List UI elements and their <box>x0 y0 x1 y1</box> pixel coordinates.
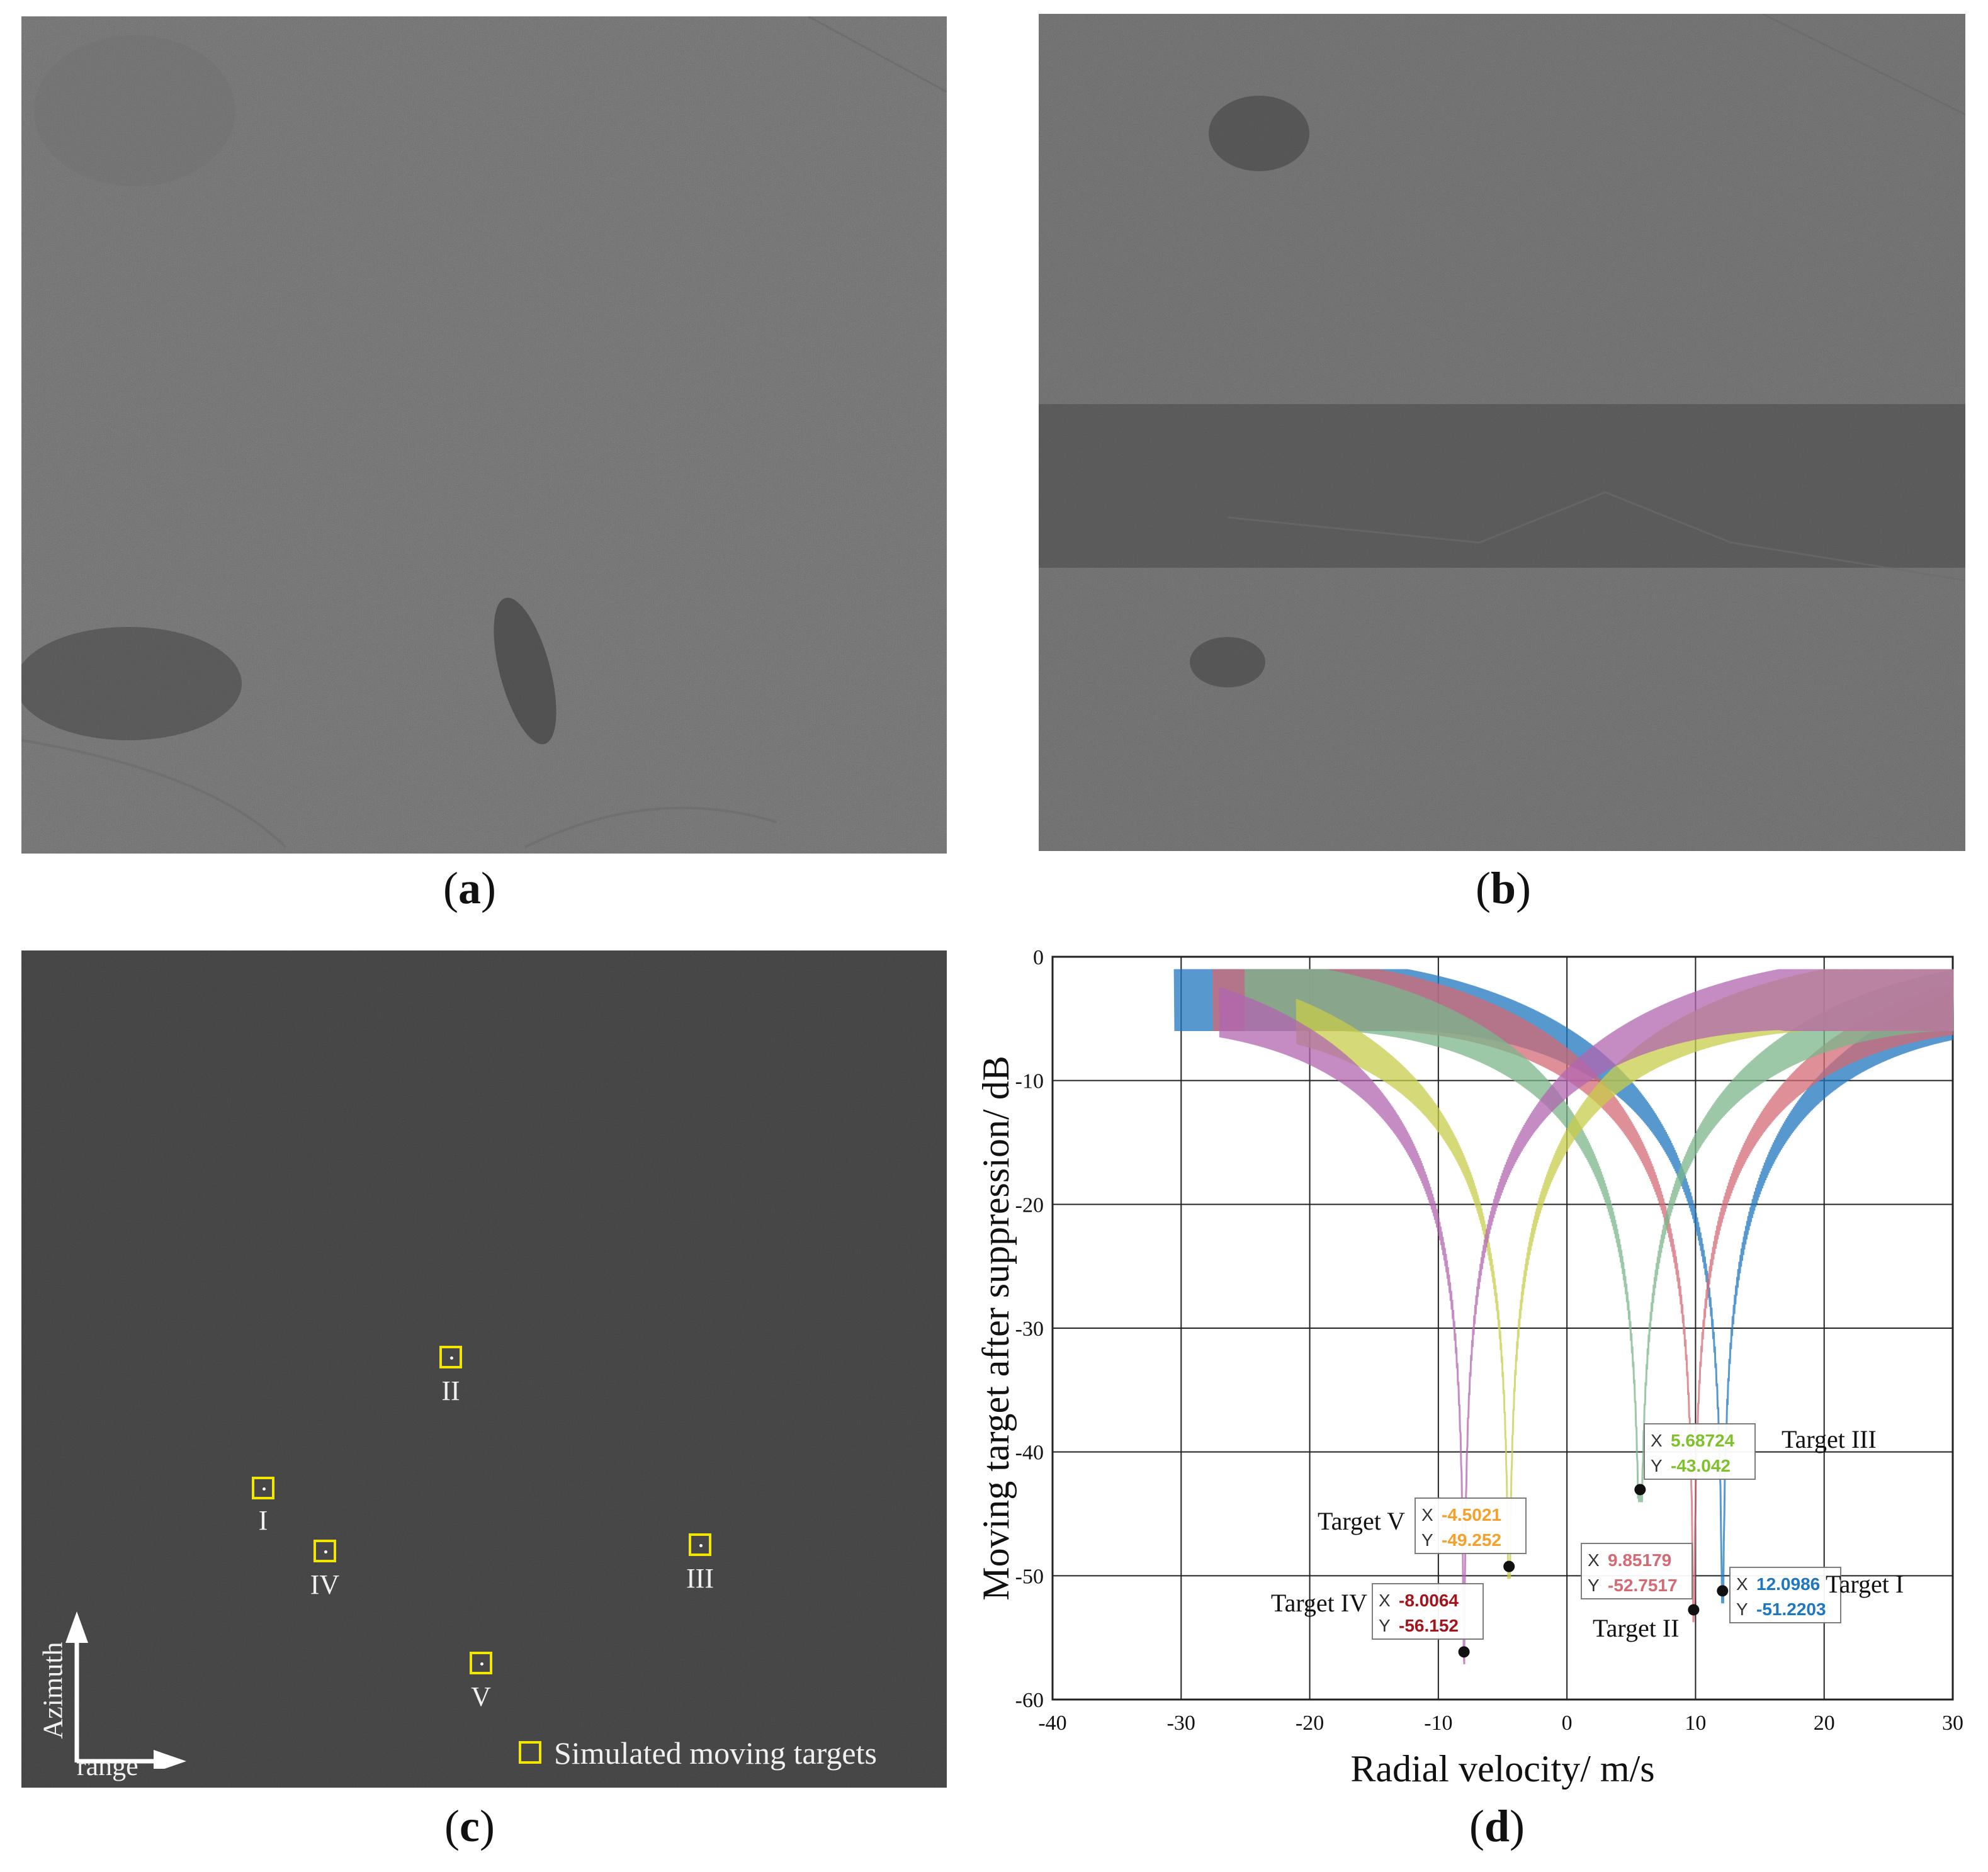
datatip-y-value: -51.2203 <box>1756 1599 1826 1619</box>
target-label-ii: II <box>441 1375 460 1406</box>
range-label: range <box>77 1751 138 1781</box>
x-tick-label: 20 <box>1814 1711 1835 1735</box>
y-tick-label: -30 <box>1015 1317 1044 1341</box>
y-tick-label: -40 <box>1015 1441 1044 1465</box>
target-label-i: I <box>258 1505 268 1536</box>
datatip-x-label: X <box>1379 1591 1391 1610</box>
x-tick-label: -40 <box>1038 1711 1066 1735</box>
x-tick-label: -20 <box>1296 1711 1324 1735</box>
caption-c: (c) <box>444 1801 495 1851</box>
datatip-marker <box>1503 1560 1515 1572</box>
datatip-y-label: Y <box>1421 1530 1433 1550</box>
datatip-target-name: Target V <box>1318 1507 1405 1535</box>
target-label-iv: IV <box>310 1569 340 1600</box>
datatip-target-name: Target II <box>1593 1614 1680 1642</box>
datatip-x-label: X <box>1651 1431 1663 1450</box>
x-tick-label: 10 <box>1685 1711 1706 1735</box>
datatip-x-value: 5.68724 <box>1671 1431 1735 1450</box>
datatip-y-value: -49.252 <box>1442 1530 1501 1550</box>
sar-image-c: II I IV III V Azimuth range Simulated mo… <box>21 950 947 1788</box>
datatip-x-value: 12.0986 <box>1756 1574 1820 1594</box>
azimuth-label: Azimuth <box>37 1642 69 1739</box>
datatip-marker <box>1634 1484 1646 1496</box>
datatip-target-name: Target III <box>1782 1425 1877 1453</box>
datatip-marker <box>1717 1585 1729 1597</box>
datatip-marker <box>1458 1646 1470 1658</box>
target-marker-iii <box>689 1533 711 1556</box>
sar-image-a <box>21 16 947 854</box>
datatip-x-value: -8.0064 <box>1399 1591 1459 1610</box>
datatip-x-value: 9.85179 <box>1608 1550 1671 1570</box>
y-axis-label: Moving target after suppression/ dB <box>975 1056 1017 1600</box>
x-tick-label: 0 <box>1562 1711 1573 1735</box>
caption-b: (b) <box>1475 863 1531 913</box>
datatip-box <box>1729 1567 1841 1623</box>
datatip-x-label: X <box>1736 1574 1748 1594</box>
datatip-x-label: X <box>1588 1550 1600 1570</box>
target-marker-v <box>470 1652 492 1674</box>
target-label-iii: III <box>686 1563 714 1594</box>
caption-a: (a) <box>443 863 496 913</box>
x-tick-label: -10 <box>1424 1711 1452 1735</box>
y-tick-label: -60 <box>1015 1689 1044 1712</box>
suppression-chart: -40 -30 -20 -10 0 10 20 30 0 -10 -20 -30 -40 -50 -60 Ra… <box>944 925 1988 1807</box>
datatip-y-value: -56.152 <box>1399 1616 1459 1635</box>
caption-d: (d) <box>1469 1801 1525 1851</box>
azimuth-range-arrows <box>65 1611 186 1769</box>
target-label-v: V <box>471 1681 491 1712</box>
datatip-box <box>1415 1497 1527 1554</box>
y-tick-label: -50 <box>1015 1565 1044 1588</box>
series-line-3 <box>1244 969 1954 1503</box>
series-line-5 <box>1219 969 1954 1665</box>
x-tick-label: 30 <box>1942 1711 1963 1735</box>
target-marker-iv <box>313 1540 336 1562</box>
y-tick-label: -10 <box>1015 1070 1044 1093</box>
datatip-target-name: Target IV <box>1271 1589 1367 1617</box>
datatip-y-label: Y <box>1588 1576 1600 1595</box>
chart-svg: -40 -30 -20 -10 0 10 20 30 0 -10 -20 -30 -40 -50 -60 Ra… <box>975 946 1963 1790</box>
y-tick-label: -20 <box>1015 1193 1044 1217</box>
datatip-x-value: -4.5021 <box>1442 1505 1501 1525</box>
datatip-y-label: Y <box>1379 1616 1391 1635</box>
datatip-box <box>1372 1583 1484 1640</box>
datatip-y-value: -52.7517 <box>1608 1576 1678 1595</box>
datatip-box <box>1644 1423 1756 1480</box>
y-tick-label: 0 <box>1033 946 1044 969</box>
datatip-y-value: -43.042 <box>1671 1456 1731 1475</box>
datatip-target-name: Target I <box>1826 1570 1904 1598</box>
datatip-box <box>1581 1543 1693 1599</box>
target-marker-i <box>252 1477 274 1499</box>
datatip-y-label: Y <box>1736 1599 1748 1619</box>
datatip-y-label: Y <box>1651 1456 1663 1475</box>
datatip-marker <box>1688 1604 1700 1616</box>
datatip-x-label: X <box>1421 1505 1433 1525</box>
target-marker-ii <box>439 1346 462 1368</box>
x-axis-label: Radial velocity/ m/s <box>1350 1748 1654 1790</box>
x-tick-label: -30 <box>1167 1711 1195 1735</box>
legend-label: Simulated moving targets <box>554 1735 877 1771</box>
legend-box-icon <box>519 1741 541 1764</box>
sar-image-b <box>1039 14 1965 851</box>
